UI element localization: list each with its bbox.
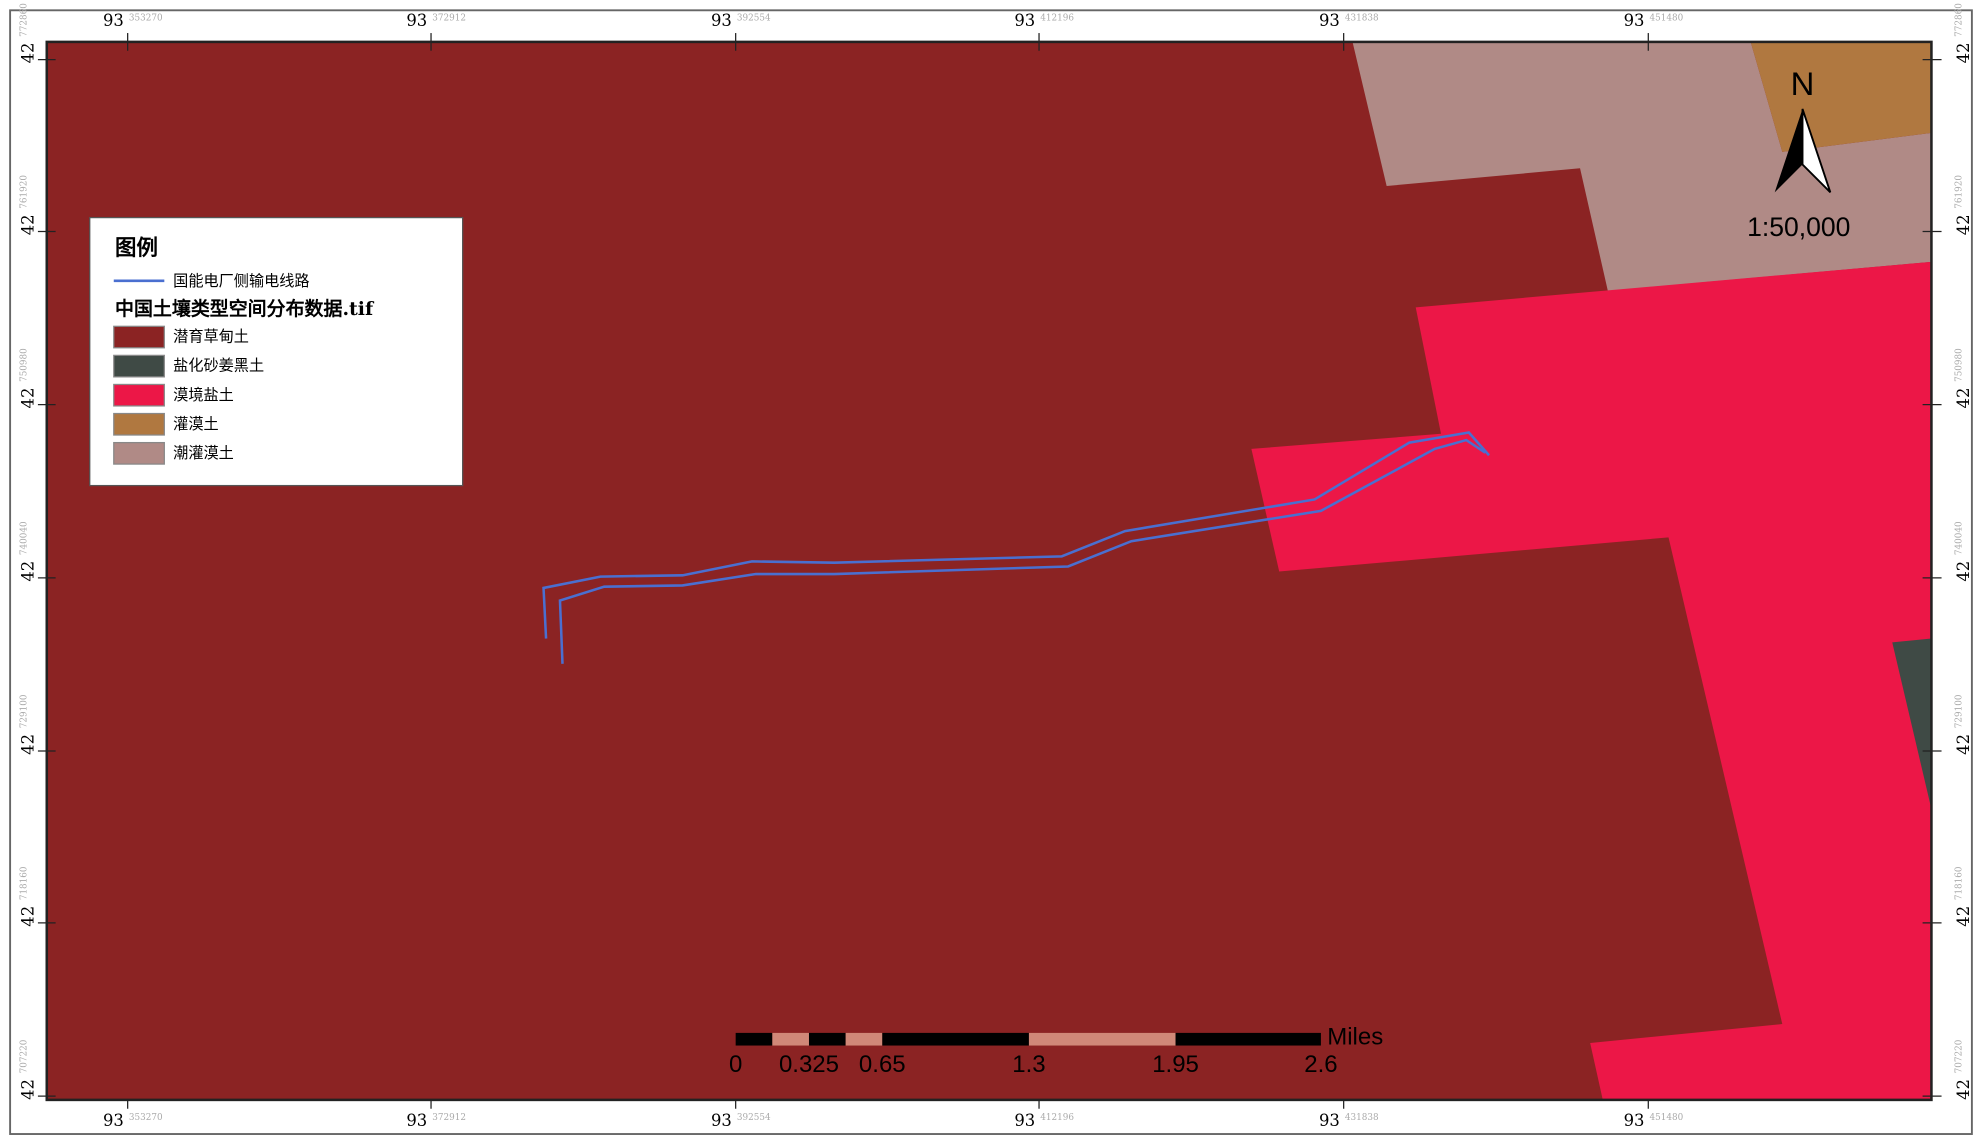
lat-degree: 42 xyxy=(1954,1079,1973,1100)
soil-area xyxy=(1352,41,1932,291)
lon-minute: 353270 xyxy=(129,13,163,23)
scale-segment xyxy=(882,1032,1029,1046)
lon-degree: 93 xyxy=(1624,1111,1645,1130)
scale-label: 0.65 xyxy=(859,1051,906,1078)
scale-label: 0 xyxy=(729,1051,742,1078)
line-path xyxy=(558,438,1486,664)
map-frame xyxy=(45,40,1933,1102)
arrow-half xyxy=(1801,108,1832,193)
soil-area xyxy=(1892,638,1932,810)
lat-minute: 761920 xyxy=(20,175,30,209)
lon-degree: 93 xyxy=(103,1111,124,1130)
legend-swatch xyxy=(113,325,165,349)
scale-label: 2.6 xyxy=(1304,1051,1337,1078)
lat-minute: 750980 xyxy=(20,348,30,382)
soil-raster xyxy=(46,41,1932,1100)
legend-label: 灌漠土 xyxy=(173,415,218,433)
lon-minute: 372912 xyxy=(432,13,466,23)
north-arrow: N xyxy=(1774,65,1832,193)
grid-labels: 93 353270 93 353270 93 372912 93 372912 93 392554… xyxy=(19,3,1973,1130)
lat-minute: 772860 xyxy=(1955,3,1965,37)
scale-segment xyxy=(845,1032,883,1046)
lat-degree: 42 xyxy=(19,214,38,235)
lat-degree: 42 xyxy=(1954,561,1973,582)
legend-label: 盐化砂姜黑土 xyxy=(173,357,264,375)
lon-minute: 431838 xyxy=(1345,13,1379,23)
lat-degree: 42 xyxy=(1954,906,1973,927)
scale-segment xyxy=(772,1032,809,1046)
scale-label: 1.3 xyxy=(1012,1051,1045,1078)
scale-bar: Miles 0 0.325 0.65 1.3 1.95 2.6 xyxy=(729,1023,1383,1078)
soil-area xyxy=(1251,261,1932,1100)
lat-degree: 42 xyxy=(1954,734,1973,755)
soil-area xyxy=(1750,41,1932,152)
lon-minute: 412196 xyxy=(1040,13,1074,23)
lat-degree: 42 xyxy=(1954,388,1973,409)
lat-degree: 42 xyxy=(19,561,38,582)
legend-label: 潮灌漠土 xyxy=(173,444,234,462)
lon-degree: 93 xyxy=(711,1111,732,1130)
scale-text: 1:50,000 xyxy=(1747,212,1850,242)
lon-minute: 412196 xyxy=(1040,1113,1074,1123)
lon-minute: 451480 xyxy=(1650,1113,1684,1123)
legend-swatch xyxy=(113,354,165,378)
legend-subtitle: 中国土壤类型空间分布数据.tif xyxy=(115,297,375,320)
scale-label: 0.325 xyxy=(779,1051,839,1078)
lat-minute: 707220 xyxy=(1955,1039,1965,1073)
lon-degree: 93 xyxy=(711,11,732,30)
lon-degree: 93 xyxy=(1319,11,1340,30)
legend-swatch xyxy=(113,412,165,436)
lon-degree: 93 xyxy=(406,11,427,30)
legend-title: 图例 xyxy=(115,236,158,261)
lat-minute: 740040 xyxy=(1955,521,1965,555)
lat-degree: 42 xyxy=(19,734,38,755)
line-path xyxy=(542,431,1490,639)
lon-degree: 93 xyxy=(1014,1111,1035,1130)
transmission-line xyxy=(542,431,1490,664)
lat-degree: 42 xyxy=(1954,42,1973,63)
lat-minute: 761920 xyxy=(1955,175,1965,209)
arrow-half xyxy=(1774,108,1803,193)
lon-minute: 372912 xyxy=(432,1113,466,1123)
scale-label: 1.95 xyxy=(1152,1051,1199,1078)
legend-label: 潜育草甸土 xyxy=(173,328,249,346)
lon-minute: 392554 xyxy=(737,1113,771,1123)
lat-minute: 718160 xyxy=(20,866,30,900)
lon-minute: 353270 xyxy=(129,1113,163,1123)
lat-degree: 42 xyxy=(19,42,38,63)
legend-box xyxy=(89,216,464,487)
lat-degree: 42 xyxy=(19,388,38,409)
lat-degree: 42 xyxy=(1954,214,1973,235)
lat-minute: 729100 xyxy=(20,694,30,728)
legend-swatch xyxy=(113,383,165,407)
lat-degree: 42 xyxy=(19,1079,38,1100)
scale-unit: Miles xyxy=(1327,1023,1383,1050)
scale-segment xyxy=(735,1032,773,1046)
legend-swatch xyxy=(113,441,165,465)
lon-minute: 451480 xyxy=(1650,13,1684,23)
north-label: N xyxy=(1791,65,1815,102)
lon-degree: 93 xyxy=(406,1111,427,1130)
lat-minute: 750980 xyxy=(1955,348,1965,382)
lat-minute: 718160 xyxy=(1955,866,1965,900)
lat-minute: 772860 xyxy=(20,3,30,37)
scale-segment xyxy=(808,1032,846,1046)
scale-segment xyxy=(1028,1032,1176,1046)
scale-segment xyxy=(1175,1032,1321,1046)
lat-minute: 740040 xyxy=(20,521,30,555)
lon-degree: 93 xyxy=(1014,11,1035,30)
lon-degree: 93 xyxy=(1319,1111,1340,1130)
lat-degree: 42 xyxy=(19,906,38,927)
lon-degree: 93 xyxy=(103,11,124,30)
lon-degree: 93 xyxy=(1624,11,1645,30)
legend-label: 漠境盐土 xyxy=(173,386,234,404)
lat-minute: 729100 xyxy=(1955,694,1965,728)
lon-minute: 392554 xyxy=(737,13,771,23)
lon-minute: 431838 xyxy=(1345,1113,1379,1123)
legend-label: 国能电厂侧输电线路 xyxy=(173,272,309,290)
legend: 图例 国能电厂侧输电线路 中国土壤类型空间分布数据.tif 潜育草甸土盐化砂姜黑… xyxy=(89,216,464,487)
lat-minute: 707220 xyxy=(20,1039,30,1073)
